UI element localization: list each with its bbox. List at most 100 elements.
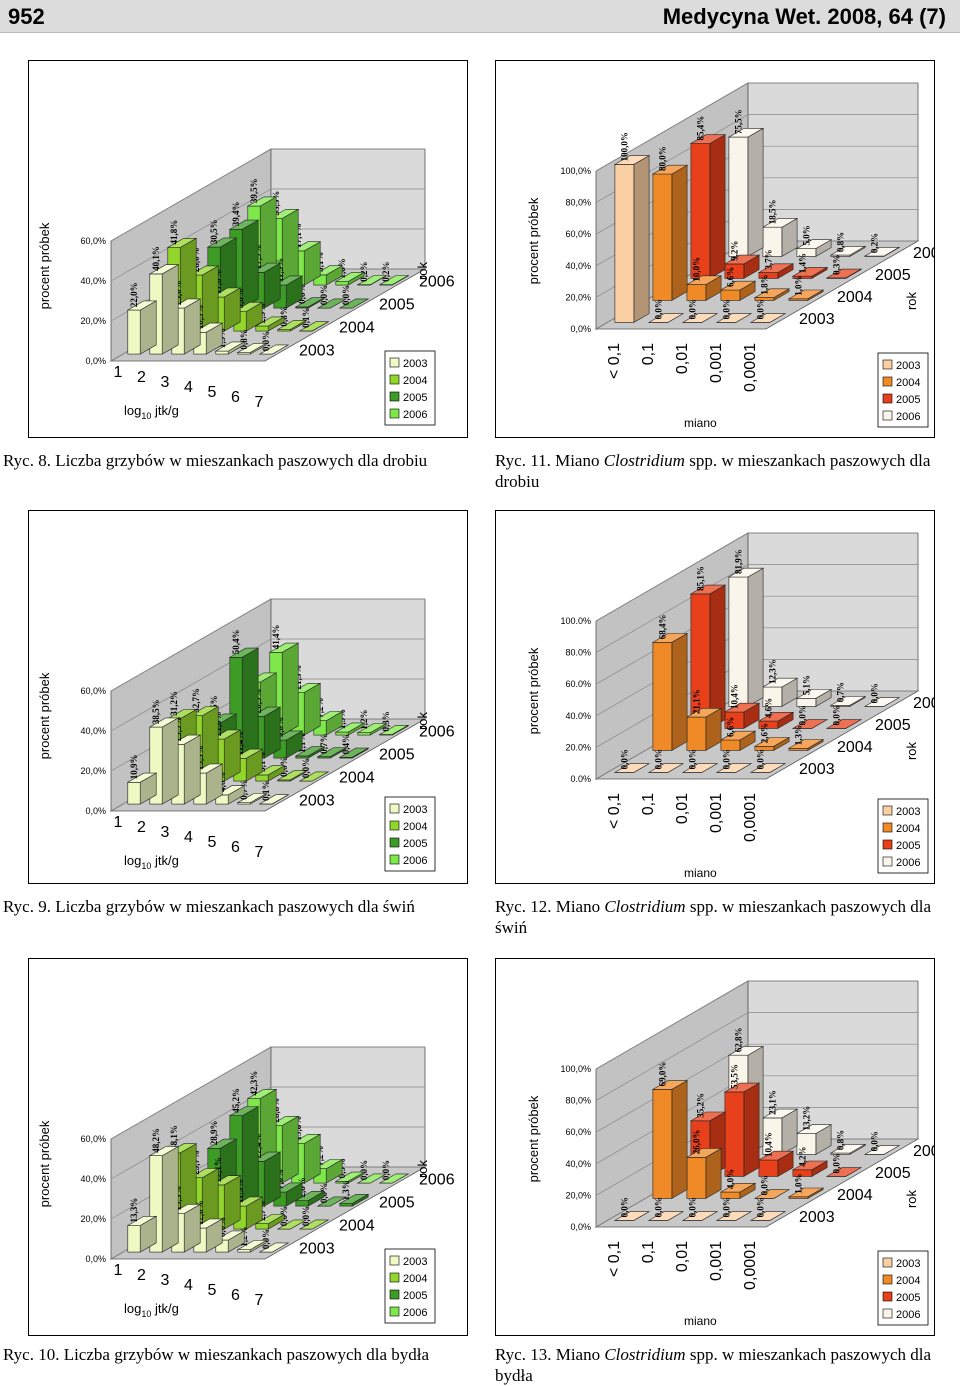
y-axis-title: procent próbek	[526, 197, 541, 284]
caption-ryc8-text: Ryc. 8. Liczba grzybów w mieszankach pas…	[3, 451, 427, 470]
data-label: 5,0%	[801, 225, 811, 245]
x-axis-title: miano	[684, 866, 717, 880]
data-label: 30,5%	[209, 219, 219, 244]
y-tick-label: 20,0%	[565, 292, 591, 302]
caption-ryc9: Ryc. 9. Liczba grzybów w mieszankach pas…	[3, 896, 473, 917]
bar-front	[336, 282, 348, 286]
x-axis-title-main: log	[124, 853, 141, 868]
x-category-label: 2	[137, 1267, 146, 1284]
y-tick-label: 80.0%	[565, 648, 591, 658]
x-category-label: < 0,1	[606, 793, 623, 829]
legend-label: 2005	[896, 394, 920, 406]
bar-2003-0	[615, 156, 649, 323]
legend-label: 2006	[403, 855, 427, 867]
legend-swatch	[390, 409, 399, 418]
y-tick-label: 60,0%	[80, 1134, 106, 1144]
data-label: 42,3%	[249, 1071, 259, 1096]
y-tick-label: 40,0%	[80, 726, 106, 736]
legend-swatch	[390, 1256, 399, 1265]
y-tick-label: 0,0%	[570, 1222, 591, 1232]
data-label: 80,0%	[657, 146, 667, 171]
legend-swatch	[390, 1290, 399, 1299]
y-tick-label: 0.0%	[570, 774, 591, 784]
data-label: 1,4%	[797, 253, 807, 273]
legend-swatch	[883, 823, 892, 832]
bar-front	[789, 748, 808, 750]
x-axis-title-tail: jtk/g	[151, 853, 178, 868]
bar-side	[672, 634, 687, 751]
x-category-label: 0,001	[708, 793, 725, 833]
y-tick-label: 20,0%	[80, 766, 106, 776]
legend-swatch	[390, 1273, 399, 1282]
legend-swatch	[390, 375, 399, 384]
bar-2004-0	[653, 165, 687, 300]
x-category-label: 7	[255, 844, 264, 861]
data-label: 10,9%	[129, 755, 139, 780]
legend-label: 2003	[896, 806, 920, 818]
z-series-label: 2004	[837, 1187, 873, 1204]
journal-reference: Medycyna Wet. 2008, 64 (7)	[663, 4, 946, 30]
bar-side	[184, 735, 200, 804]
data-label: 0,8%	[835, 1130, 845, 1150]
x-category-label: 4	[184, 829, 193, 846]
legend-swatch	[390, 1307, 399, 1316]
data-label: 21,1%	[691, 689, 701, 714]
y-tick-label: 20.0%	[565, 742, 591, 752]
legend-label: 2004	[896, 823, 920, 835]
data-label: 0,0%	[381, 1160, 391, 1180]
x-category-label: 0,01	[674, 1241, 691, 1272]
data-label: 0,0%	[341, 285, 351, 305]
caption-ryc13: Ryc. 13. Miano Clostridium spp. w miesza…	[495, 1344, 957, 1386]
bar-front	[653, 174, 672, 300]
legend-swatch	[390, 392, 399, 401]
y-tick-label: 60,0%	[80, 236, 106, 246]
legend-label: 2004	[403, 1273, 427, 1285]
data-label: 32,7%	[191, 688, 201, 713]
bar-front	[721, 740, 740, 750]
y-tick-label: 60,0%	[565, 229, 591, 239]
caption-ryc12-genus: Clostridium	[604, 897, 685, 916]
bar-front	[340, 1204, 352, 1207]
bar-front	[721, 290, 740, 300]
legend-swatch	[883, 360, 892, 369]
bar-front	[128, 310, 140, 354]
chart-panel-ryc9: 0,0%20,0%40,0%60,0%0,3%1,2%1,5%7,2%21,3%…	[28, 510, 468, 884]
chart-ryc8: 0,0%20,0%40,0%60,0%0,2%0,2%1,8%5,1%17,1%…	[29, 61, 467, 437]
z-axis-title: rok	[904, 1189, 919, 1208]
bar-front	[653, 642, 672, 750]
legend-swatch	[883, 1309, 892, 1318]
caption-ryc11: Ryc. 11. Miano Clostridium spp. w miesza…	[495, 450, 957, 492]
z-series-label: 2003	[299, 793, 335, 810]
x-axis-title-sub: 10	[141, 861, 151, 871]
bar-front	[358, 733, 370, 735]
bar-side	[162, 718, 178, 804]
bar-2006-0	[729, 128, 763, 256]
x-category-label: 3	[161, 1272, 170, 1289]
data-label: 0,0%	[759, 1175, 769, 1195]
x-axis-title-tail: jtk/g	[151, 403, 178, 418]
x-axis-title: log10 jtk/g	[124, 1301, 179, 1319]
bar-front	[725, 1092, 744, 1177]
legend-label: 2004	[403, 375, 427, 387]
data-label: 0,0%	[687, 1197, 697, 1217]
data-label: 0,0%	[869, 683, 879, 703]
z-series-label: 2004	[339, 320, 375, 337]
data-label: 40,1%	[151, 246, 161, 271]
bar-front	[687, 285, 706, 301]
data-label: 100,0%	[619, 132, 629, 161]
bar-side	[672, 1081, 687, 1199]
z-series-label: 2006	[913, 695, 934, 712]
y-tick-label: 80,0%	[565, 1096, 591, 1106]
y-tick-label: 60,0%	[80, 686, 106, 696]
data-label: 0,0%	[721, 1197, 731, 1217]
x-category-label: 0,0001	[742, 793, 759, 842]
data-label: 0,0%	[721, 299, 731, 319]
data-label: 0,0%	[619, 1197, 629, 1217]
chart-ryc12: 0.0%20.0%40.0%60.0%80.0%100.0%0,0%0,7%5,…	[496, 511, 934, 883]
bar-front	[216, 351, 228, 354]
caption-ryc13-pre: Ryc. 13. Miano	[495, 1345, 604, 1364]
bar-side	[184, 299, 200, 354]
y-tick-label: 80,0%	[565, 198, 591, 208]
